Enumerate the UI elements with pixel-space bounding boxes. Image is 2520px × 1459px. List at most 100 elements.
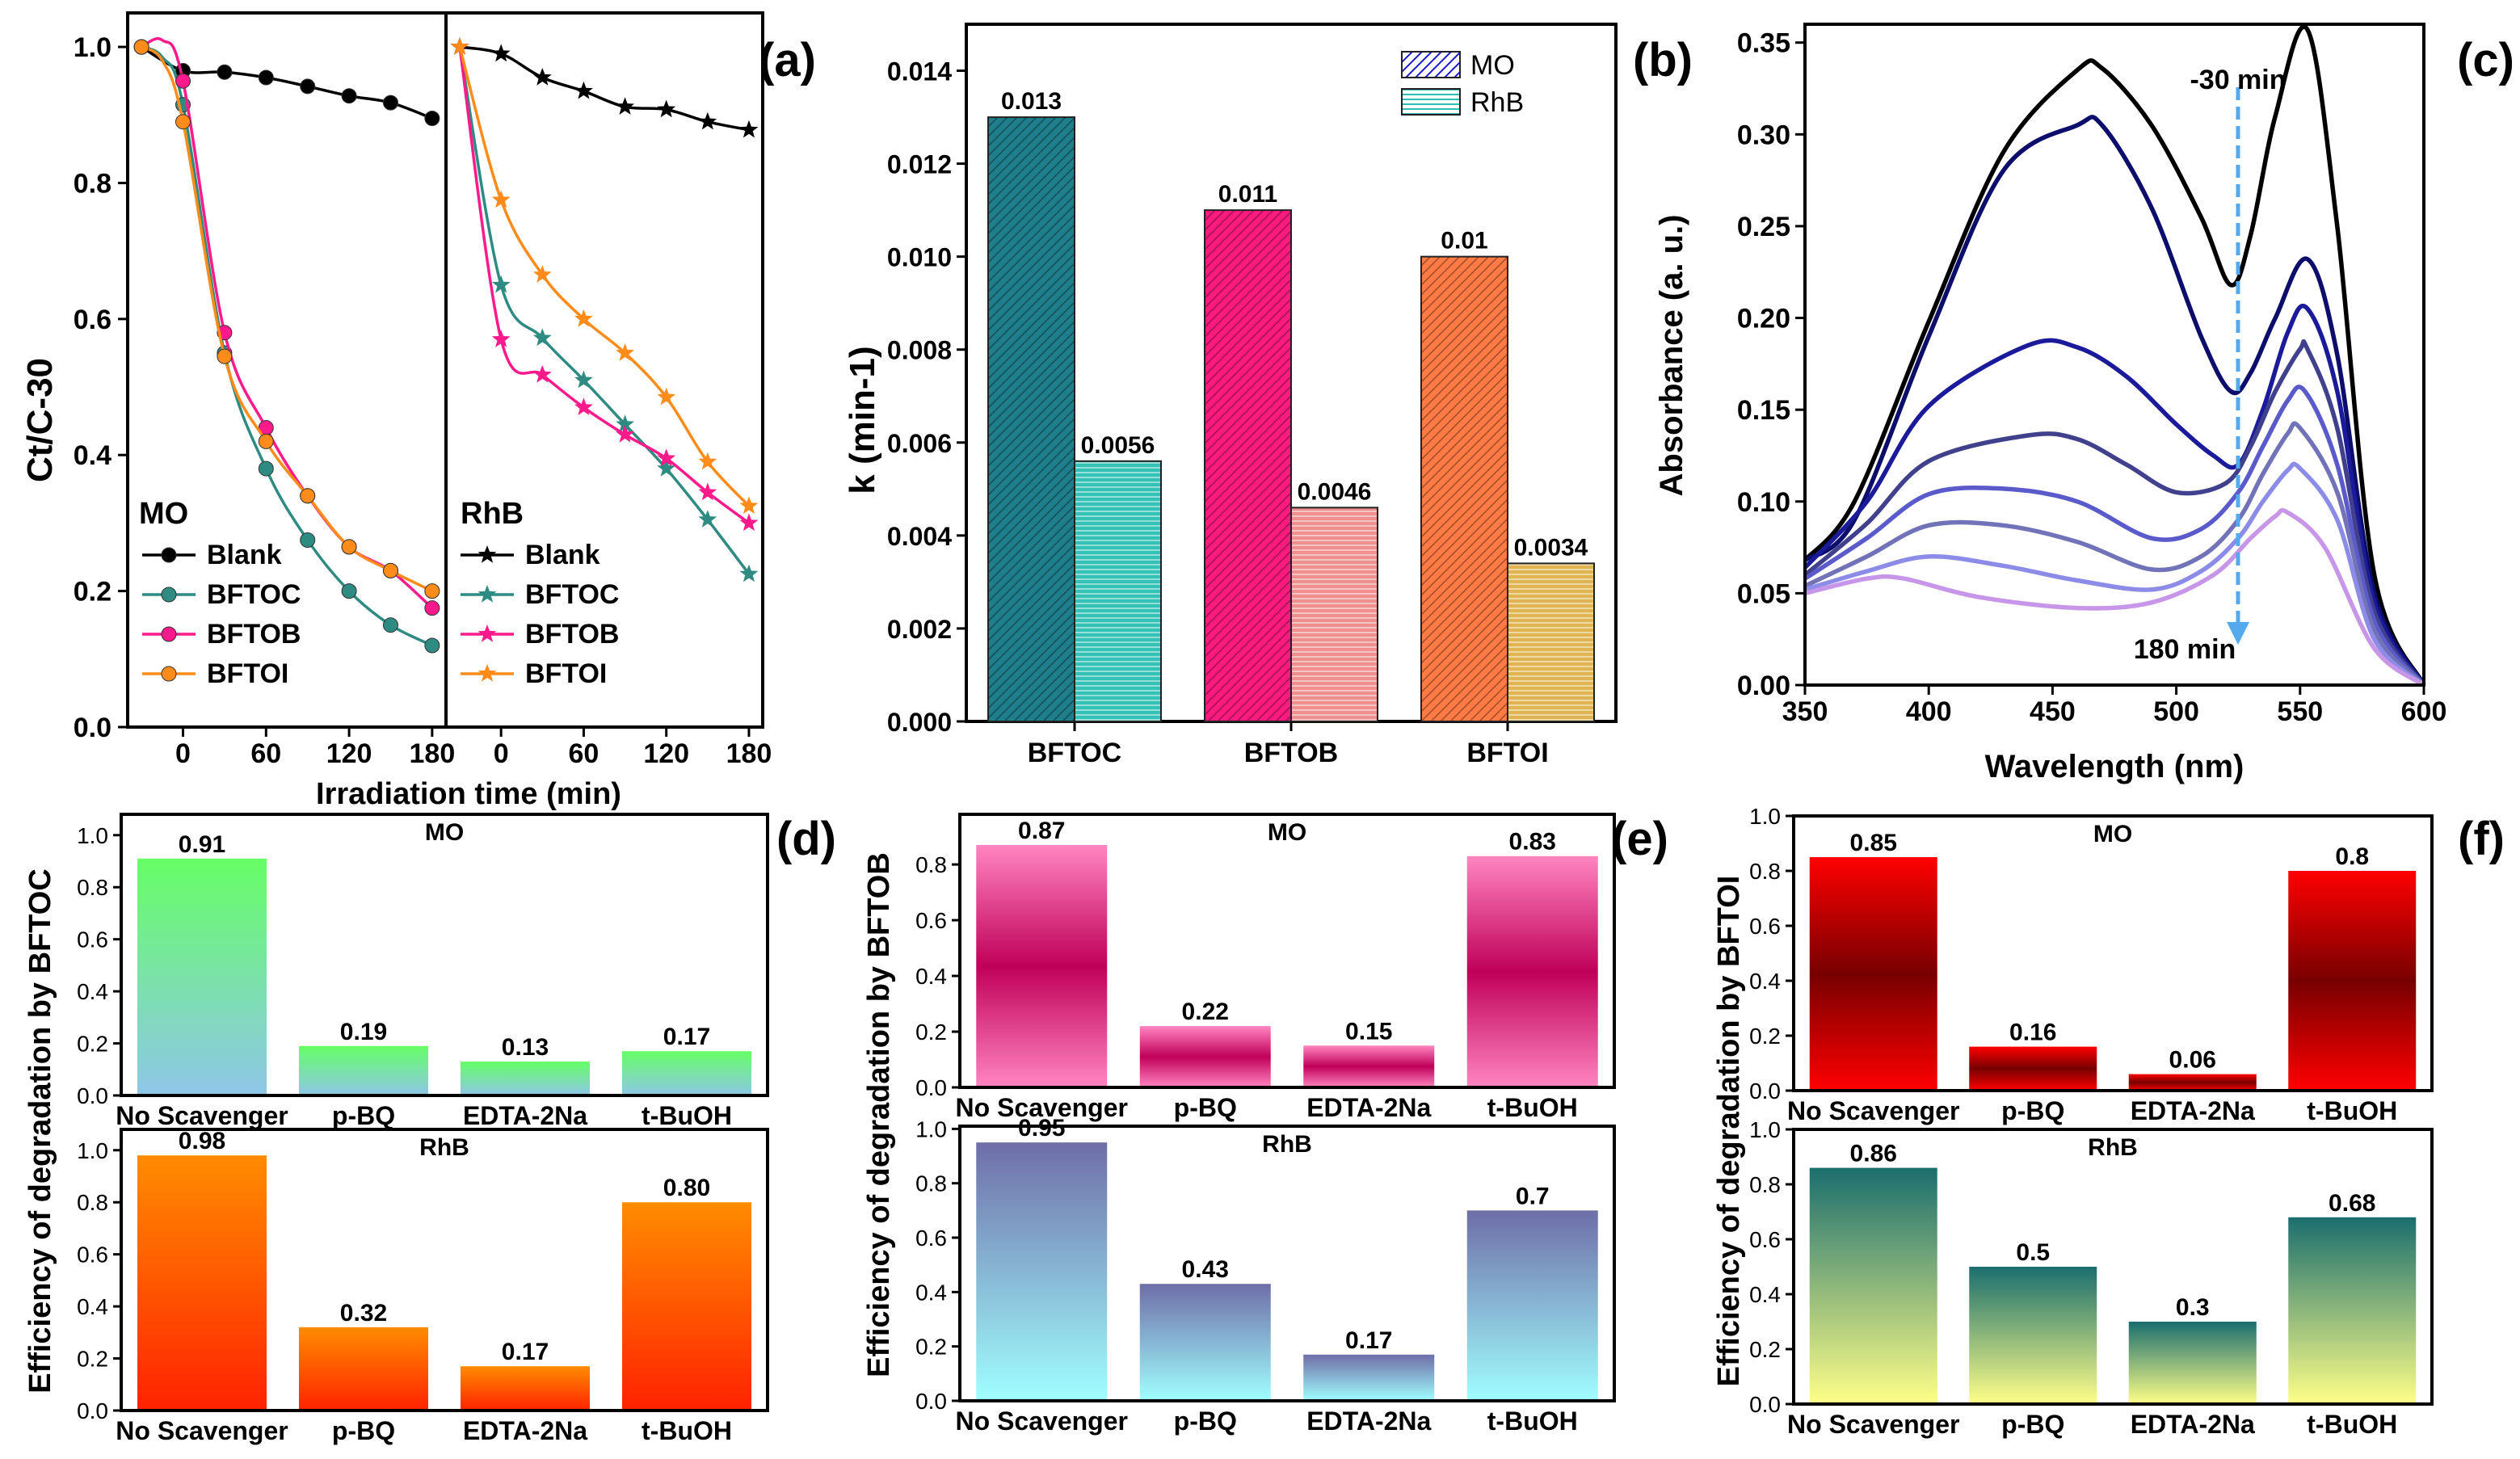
panel-c-end-annotation: 180 min: [2134, 634, 2236, 665]
panel-a-rhb-bftoc-point: [491, 275, 511, 293]
panel-f-y-tick-label: 1.0: [1749, 804, 1781, 829]
panel-a-rhb-bftoi-point: [532, 265, 552, 283]
panel-b-bar-mo-bftoi: [1420, 255, 1508, 722]
panel-c-start-annotation: -30 min: [2190, 65, 2286, 95]
panel-b-y-axis-label: k (min-1): [843, 346, 882, 494]
panel-a-rhb-bftob-point: [491, 330, 511, 347]
panel-b-bar-rhb-bftob: [1290, 507, 1378, 722]
panel-d-data-label: 0.17: [502, 1339, 549, 1365]
panel-f-y-tick-label: 0.4: [1749, 969, 1781, 994]
panel-b-category-bftoc: BFTOC: [1028, 738, 1121, 768]
panel-f-y-tick-label: 0.2: [1749, 1337, 1781, 1362]
panel-f-data-label: 0.16: [2009, 1020, 2056, 1046]
legend-swatch-rhb: [1401, 88, 1461, 116]
panel-b-y-tick-label: 0.006: [887, 429, 952, 458]
panel-a-mo-bftoi-point: [133, 39, 149, 55]
panel-d-mo-bar-t-buoh: [622, 1051, 751, 1095]
panel-e-data-label: 0.95: [1018, 1115, 1065, 1142]
panel-d-data-label: 0.91: [179, 831, 225, 858]
legend-label-bftob: BFTOB: [207, 619, 301, 650]
panel-a-rhb-bftoc-point: [657, 459, 676, 477]
panel-d-y-tick-label: 0.8: [77, 1190, 108, 1215]
panel-a-rhb-bftob-point: [698, 482, 717, 501]
panel-f-category-label: EDTA-2Na: [2131, 1096, 2255, 1125]
panel-a-y-tick-label: 0.6: [74, 305, 111, 335]
panel-d-y-tick-label: 1.0: [77, 823, 108, 848]
legend-label-rhb: RhB: [1470, 87, 1524, 118]
panel-b-data-label: 0.0046: [1298, 478, 1372, 505]
panel-c-y-tick-label: 0.30: [1737, 120, 1790, 150]
legend-label-mo: MO: [1470, 50, 1515, 81]
panel-c-y-tick-label: 0.25: [1737, 212, 1790, 242]
panel-d-category-label: No Scavenger: [116, 1101, 288, 1130]
panel-b-y-tick-label: 0.010: [887, 243, 952, 272]
panel-e-rhb-bar-no-scavenger: [976, 1142, 1108, 1401]
panel-a-rhb-bftoi-point: [450, 37, 469, 55]
legend-label-bftoc: BFTOC: [525, 579, 619, 610]
legend-marker-bftoc: [161, 587, 177, 603]
panel-e-y-tick-label: 0.4: [915, 964, 947, 989]
panel-d-frame: [120, 813, 769, 1097]
panel-e-data-label: 0.87: [1018, 818, 1065, 844]
panel-a-mo-bftoi-point: [217, 348, 233, 364]
panel-b-bar-rhb-bftoc: [1074, 460, 1162, 723]
panel-a-mo-blank-point: [300, 78, 316, 95]
panel-a-rhb-bftoi-point: [657, 387, 676, 406]
panel-f-rhb-bar-t-buoh: [2288, 1217, 2417, 1404]
panel-f-mo-bar-no-scavenger: [1809, 857, 1937, 1091]
panel-e-category-label: EDTA-2Na: [1306, 1093, 1431, 1122]
panel-e-data-label: 0.7: [1516, 1183, 1550, 1209]
panel-e-rhb-subplot: 0.0 0.2 0.4 0.6 0.8 1.0 0.95 No Scavenger 0.43 p-…: [915, 1115, 1616, 1436]
panel-a-mo-bftoc-point: [382, 617, 398, 633]
panel-a-rhb-bftob-point: [574, 397, 593, 415]
panel-f-y-tick-label: 0.4: [1749, 1282, 1781, 1307]
panel-e-mo-title: MO: [1268, 819, 1306, 846]
legend-label-bftoc: BFTOC: [207, 579, 301, 610]
panel-a-mo-bftoc-point: [258, 460, 274, 477]
panel-a-rhb-bftob-line: [458, 46, 751, 524]
panel-a-mo-bftoi-point: [300, 488, 316, 504]
panel-b-y-tick-label: 0.014: [887, 57, 952, 86]
panel-f-mo-bar-p-bq: [1969, 1046, 2097, 1091]
panel-b-category-bftoi: BFTOI: [1466, 738, 1548, 768]
panel-f-category-label: No Scavenger: [1787, 1096, 1959, 1125]
panel-b-data-label: 0.013: [1001, 88, 1062, 115]
panel-f-y-tick-label: 0.0: [1749, 1078, 1781, 1104]
panel-a-rhb-bftoc-point: [574, 370, 593, 389]
panel-f-category-label: t-BuOH: [2307, 1096, 2397, 1125]
panel-f-data-label: 0.06: [2169, 1047, 2216, 1074]
plots-layer: (a) Ct/C-30 0.0 0.2 0.4 0.6 0.8 1.0 0 60 120 180 MO B…: [20, 11, 2514, 1445]
panel-e-y-tick-label: 0.2: [915, 1335, 947, 1360]
panel-a-rhb-bftoi-point: [698, 452, 717, 470]
panel-e-y-tick-label: 0.8: [915, 1171, 947, 1196]
panel-d-y-tick-label: 0.0: [77, 1083, 108, 1108]
panel-a-rhb-bftoc-point: [698, 510, 717, 528]
panel-d-data-label: 0.13: [502, 1034, 549, 1061]
panel-a-rhb-blank-point: [739, 120, 759, 138]
panel-e-y-tick-label: 0.6: [915, 908, 947, 933]
panel-a-rhb-title: RhB: [461, 497, 524, 531]
panel-e-category-label: No Scavenger: [956, 1093, 1128, 1122]
panel-c-spectrum-line: [1803, 24, 2426, 687]
panel-a-x-tick-label: 0: [175, 738, 191, 769]
panel-f-data-label: 0.5: [2016, 1239, 2050, 1266]
panel-c-x-tick-label: 600: [2401, 696, 2447, 727]
panel-c-frame: [1803, 23, 2425, 687]
panel-f-data-label: 0.68: [2329, 1190, 2375, 1217]
panel-letter-f: (f): [2458, 813, 2505, 865]
panel-e-mo-bar-t-buoh: [1466, 856, 1598, 1087]
panel-a-rhb-bftob-point: [532, 364, 552, 383]
panel-b-y-tick-label: 0.000: [887, 708, 952, 737]
panel-a-rhb-bftoc-point: [532, 328, 552, 347]
panel-c-spectrum-line: [1803, 338, 2426, 687]
panel-b-bar-mo-bftob: [1204, 209, 1292, 722]
panel-f-rhb-bar-no-scavenger: [1809, 1167, 1937, 1404]
panel-d-frame: [120, 1128, 769, 1412]
panel-a-x-tick-label: 180: [410, 738, 456, 769]
panel-a-y-tick-label: 0.4: [74, 440, 111, 471]
panel-e-frame: [958, 813, 1616, 1089]
panel-d-data-label: 0.98: [179, 1128, 225, 1154]
panel-a-mo-bftoi-point: [341, 539, 357, 555]
panel-a-mo-bftoi-line: [141, 45, 433, 593]
